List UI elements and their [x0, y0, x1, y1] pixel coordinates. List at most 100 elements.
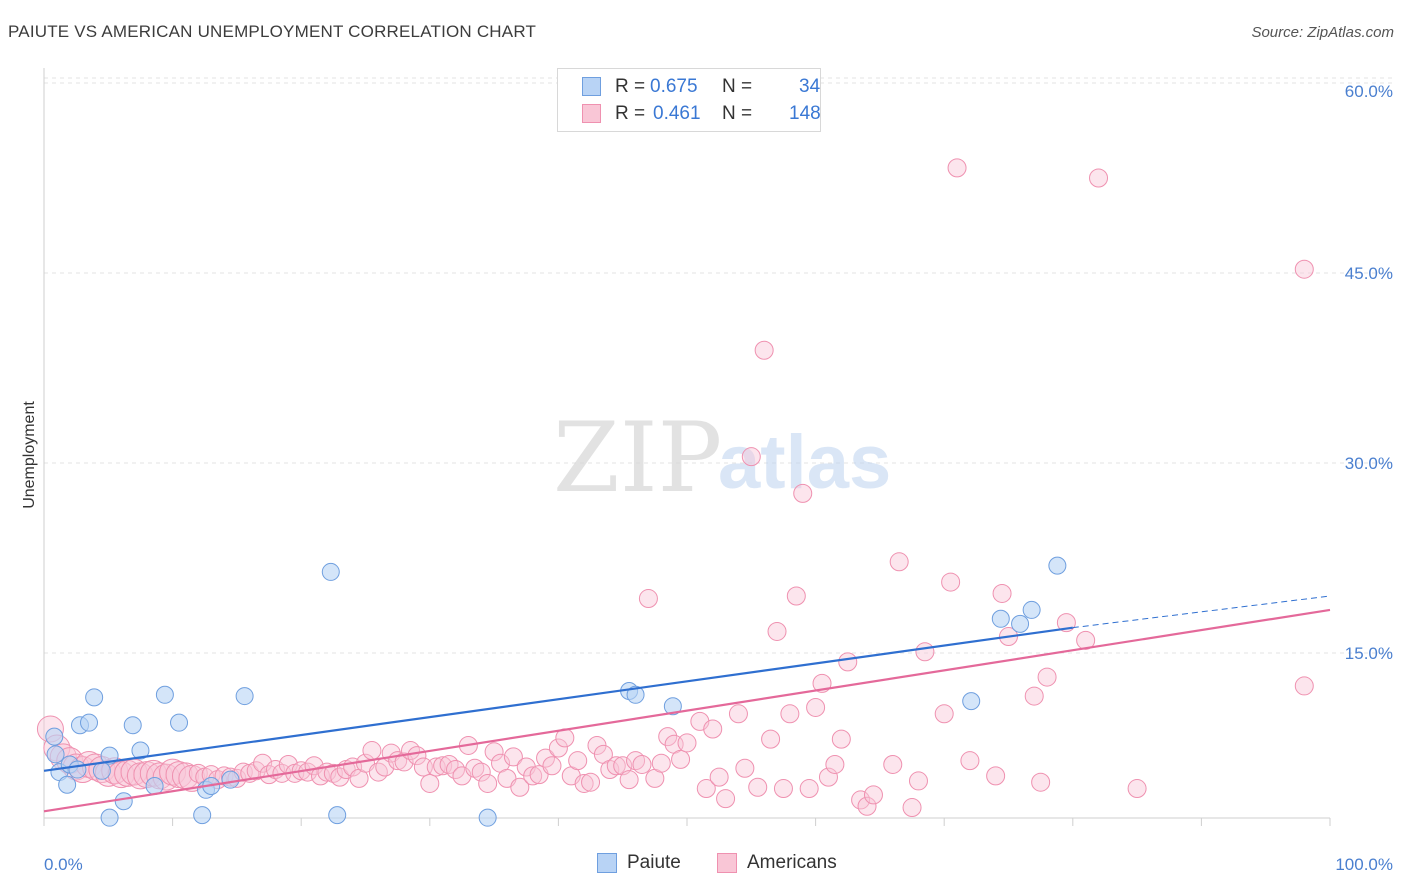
americans-point — [638, 589, 658, 609]
americans-point — [889, 552, 909, 572]
paiute-point — [100, 746, 119, 765]
paiute-point — [170, 713, 189, 732]
americans-point — [330, 767, 350, 787]
paiute-point — [92, 761, 111, 780]
americans-point — [818, 767, 838, 787]
americans-point — [420, 773, 440, 793]
americans-point — [484, 742, 504, 762]
americans-point — [960, 751, 980, 771]
legend: R = 0.675 N = 34 R = 0.461 N = 148 — [557, 68, 821, 132]
americans-point — [178, 764, 206, 792]
x-tick-label-min: 0.0% — [44, 855, 83, 874]
americans-point — [568, 751, 588, 771]
x-tick-label-max: 100.0% — [1335, 855, 1393, 874]
legend-swatch-paiute — [582, 77, 601, 96]
americans-point — [368, 762, 388, 782]
paiute-trend-extension — [1072, 595, 1331, 629]
paiute-point — [235, 687, 254, 706]
americans-point — [439, 754, 459, 774]
americans-point — [651, 753, 671, 773]
americans-point — [407, 746, 427, 766]
paiute-point — [193, 806, 212, 825]
americans-point — [574, 773, 594, 793]
americans-point — [716, 789, 736, 809]
paiute-point — [85, 688, 104, 707]
americans-point — [934, 704, 954, 724]
americans-point — [510, 777, 530, 797]
americans-point — [1024, 686, 1044, 706]
americans-point — [619, 770, 639, 790]
paiute-point — [991, 609, 1010, 628]
paiute-point — [155, 685, 174, 704]
legend-n-label: N = — [722, 76, 753, 97]
paiute-point — [68, 760, 87, 779]
paiute-points — [45, 556, 1067, 827]
paiute-point — [100, 808, 119, 827]
americans-point — [433, 756, 453, 776]
paiute-point — [1011, 614, 1030, 633]
paiute-point — [962, 692, 981, 711]
legend-r-value: 0.675 — [650, 76, 698, 97]
americans-point — [761, 729, 781, 749]
americans-point — [754, 340, 774, 360]
grid-lines — [44, 77, 1393, 654]
americans-point — [503, 747, 523, 767]
y-axis-label: Unemployment — [21, 401, 38, 509]
americans-point — [735, 758, 755, 778]
americans-point — [581, 772, 601, 792]
chart-title: PAIUTE VS AMERICAN UNEMPLOYMENT CORRELAT… — [8, 22, 537, 41]
paiute-point — [45, 727, 64, 746]
paiute-point — [1048, 556, 1067, 575]
legend-n-label: N = — [722, 103, 753, 124]
americans-point — [696, 779, 716, 799]
paiute-point — [145, 777, 164, 795]
americans-point — [1037, 667, 1057, 687]
americans-point — [806, 697, 826, 717]
paiute-point — [221, 770, 240, 789]
americans-point — [1294, 259, 1314, 279]
y-tick-label: 45.0% — [1345, 264, 1393, 283]
americans-point — [741, 447, 761, 467]
americans-point — [908, 771, 928, 791]
americans-point — [478, 773, 498, 793]
y-tick-label: 60.0% — [1345, 82, 1393, 101]
americans-point — [748, 777, 768, 797]
americans-point — [767, 621, 787, 641]
americans-point — [677, 733, 697, 753]
americans-point — [548, 738, 568, 758]
axes — [43, 68, 1331, 826]
paiute-point — [46, 745, 65, 764]
americans-point — [793, 483, 813, 503]
americans-point — [1031, 772, 1051, 792]
paiute-point — [626, 685, 645, 704]
americans-point — [362, 741, 382, 761]
americans-point — [831, 729, 851, 749]
legend-r-value: 0.461 — [653, 103, 701, 124]
americans-point — [838, 652, 858, 672]
legend-n-value: 148 — [789, 103, 821, 124]
paiute-point — [58, 775, 77, 794]
bottom-legend-label-americans: Americans — [747, 852, 837, 873]
americans-point — [658, 727, 678, 747]
americans-point — [825, 754, 845, 774]
americans-point — [632, 754, 652, 774]
legend-r-label: R = — [615, 76, 646, 97]
paiute-point — [1022, 600, 1041, 619]
americans-point — [709, 767, 729, 787]
bottom-legend-swatch-paiute — [597, 853, 617, 873]
trend-lines — [43, 595, 1331, 813]
paiute-point — [114, 792, 133, 811]
paiute-point — [478, 808, 497, 827]
americans-point — [883, 754, 903, 774]
y-tick-label: 30.0% — [1345, 454, 1393, 473]
americans-point — [471, 762, 491, 782]
americans-point — [941, 572, 961, 592]
americans-point — [1076, 630, 1096, 650]
americans-point — [902, 798, 922, 818]
americans-point — [780, 704, 800, 724]
legend-swatch-americans — [582, 104, 601, 123]
bottom-legend-label-paiute: Paiute — [627, 852, 681, 873]
paiute-point — [321, 562, 340, 581]
americans-point — [857, 796, 877, 816]
